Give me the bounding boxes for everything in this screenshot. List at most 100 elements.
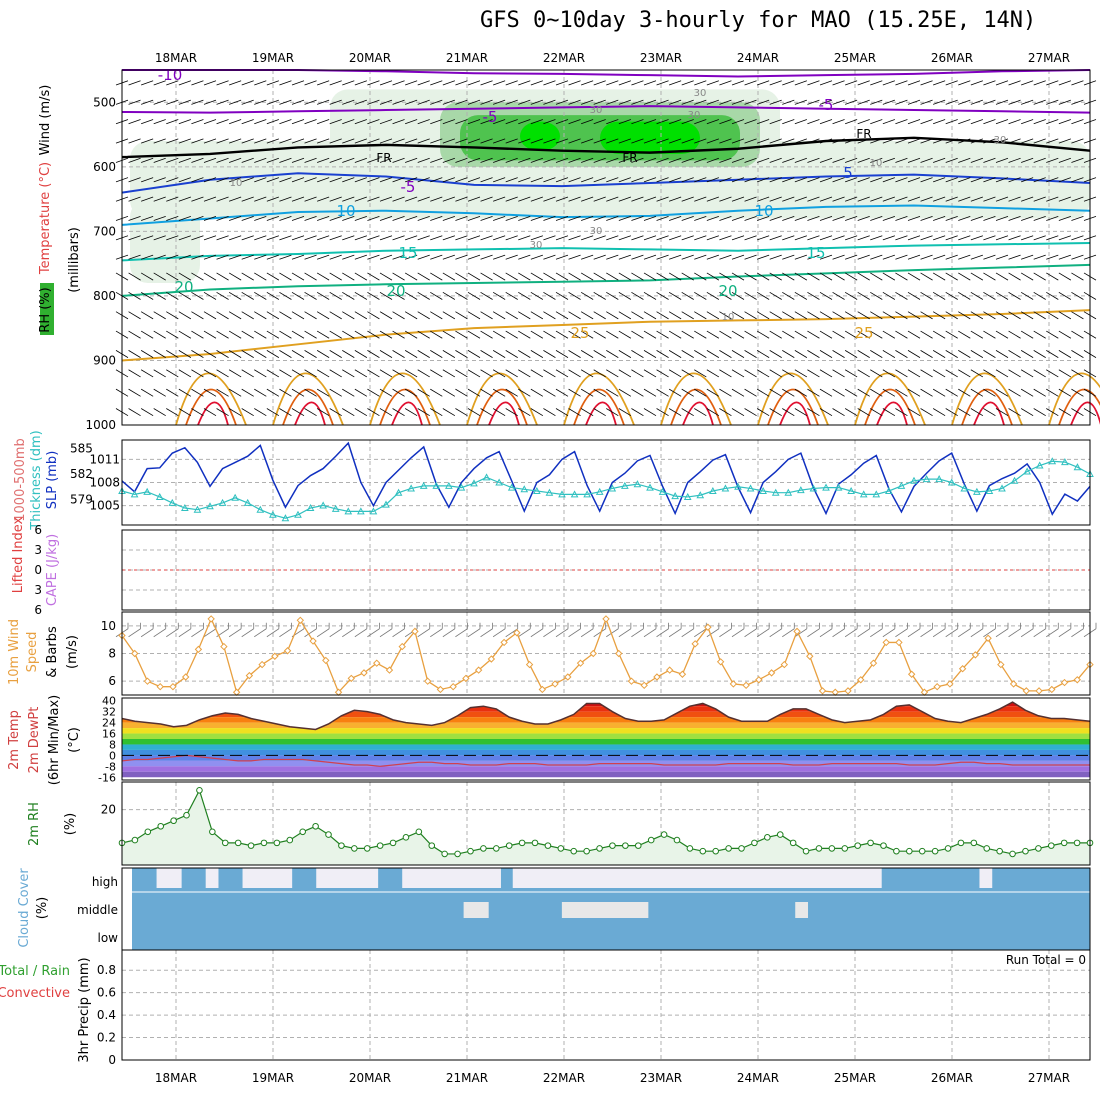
wind10m-marker <box>500 638 508 647</box>
wind-barb <box>719 291 732 300</box>
wind-barb <box>291 138 305 144</box>
wind-barb <box>254 628 267 638</box>
wind-barb <box>1033 119 1046 125</box>
wind-barb <box>191 215 204 221</box>
wind-barb <box>518 99 531 105</box>
wind-barb <box>266 177 279 183</box>
wind-barb <box>518 408 531 417</box>
wind-barb <box>191 157 204 163</box>
wind-barb <box>631 311 644 320</box>
wind-barb <box>216 80 229 86</box>
wind-barb <box>731 388 745 397</box>
wind-barb <box>807 291 820 300</box>
y-tick-label-li: 0 <box>34 563 42 577</box>
ylabel-slp: SLP (mb) <box>45 451 60 510</box>
wind-barb <box>669 119 682 125</box>
wind-barb <box>480 177 493 183</box>
wind10m-marker <box>398 642 406 651</box>
wind10m-marker <box>844 687 852 695</box>
wind-barb <box>241 80 254 86</box>
wind-barb <box>669 196 682 202</box>
wind-barb <box>203 196 217 202</box>
wind-barb <box>719 272 732 281</box>
thickness-marker <box>960 484 969 492</box>
temp-contour <box>573 388 625 426</box>
rh2m-marker <box>1073 839 1081 847</box>
wind-barb <box>593 99 606 105</box>
wind-barb <box>241 330 254 339</box>
wind-barb <box>995 99 1009 105</box>
thickness-marker <box>771 488 780 496</box>
wind-barb <box>229 99 242 105</box>
wind10m-marker <box>615 649 623 658</box>
wind-barb <box>580 369 594 378</box>
wind-barb <box>354 138 367 144</box>
wind-barb <box>266 330 280 339</box>
wind-barb <box>593 177 606 183</box>
wind-barb <box>228 628 242 638</box>
wind-barb <box>1058 235 1071 241</box>
wind-barb <box>983 138 996 144</box>
rh2m-marker <box>286 836 294 844</box>
wind-barb <box>166 215 179 221</box>
wind-barb <box>958 388 971 397</box>
wind-barb <box>216 177 229 183</box>
wind-barb <box>882 99 895 105</box>
wind-barb <box>480 80 493 86</box>
temp-contour <box>369 372 441 426</box>
wind-barb <box>643 330 657 339</box>
wind-barb <box>932 272 946 281</box>
wind-barb <box>819 215 833 221</box>
wind-barb <box>669 177 682 183</box>
temp-contour <box>973 401 1005 426</box>
wind-barb <box>191 119 204 125</box>
wind-barb <box>153 235 166 241</box>
wind-barb <box>907 235 921 241</box>
wind-barb <box>945 119 958 125</box>
rh2m-marker <box>931 847 939 855</box>
cloud-gap <box>795 868 809 888</box>
wind10m-marker <box>907 670 916 678</box>
wind-barb <box>442 177 455 183</box>
wind-barb <box>1046 80 1059 86</box>
wind-barb <box>505 408 518 417</box>
wind10m-marker <box>143 677 152 685</box>
wind-barb <box>543 369 556 378</box>
wind-barb <box>505 272 518 281</box>
wind-barb <box>392 99 405 105</box>
wind-barb <box>769 350 782 358</box>
wind-barb <box>958 99 971 105</box>
date-label-top: 21MAR <box>446 51 488 65</box>
wind-barb <box>933 254 946 260</box>
wind-barb <box>857 177 870 183</box>
wind-barb <box>1058 196 1071 202</box>
wind10m-marker <box>729 680 738 688</box>
wind-barb <box>782 272 795 281</box>
wind-barb <box>907 138 921 144</box>
wind-barb <box>568 119 581 125</box>
wind-barb <box>493 119 506 125</box>
wind-barb <box>581 215 594 221</box>
temp-band <box>122 717 1090 723</box>
thickness-marker <box>872 490 881 498</box>
rh2m-marker <box>480 845 487 852</box>
wind-barb <box>920 215 933 221</box>
wind-barb <box>317 254 330 260</box>
date-label-bottom: 26MAR <box>931 1071 973 1085</box>
wind-barb <box>845 254 858 260</box>
wind-barb <box>279 330 292 339</box>
wind-barb <box>593 138 606 144</box>
y-tick-label: -16 <box>98 771 116 784</box>
wind-barb <box>492 388 506 397</box>
wind-barb <box>757 157 770 163</box>
wind-barb <box>958 196 971 202</box>
wind-barb <box>241 157 254 163</box>
wind-barb <box>593 350 606 358</box>
wind-barb <box>945 330 958 339</box>
wind-barb <box>329 119 342 125</box>
wind-barb <box>266 215 279 221</box>
wind-barb <box>593 235 606 241</box>
wind-barb <box>166 628 179 638</box>
thickness-marker <box>570 490 579 498</box>
date-label-bottom: 27MAR <box>1028 1071 1070 1085</box>
